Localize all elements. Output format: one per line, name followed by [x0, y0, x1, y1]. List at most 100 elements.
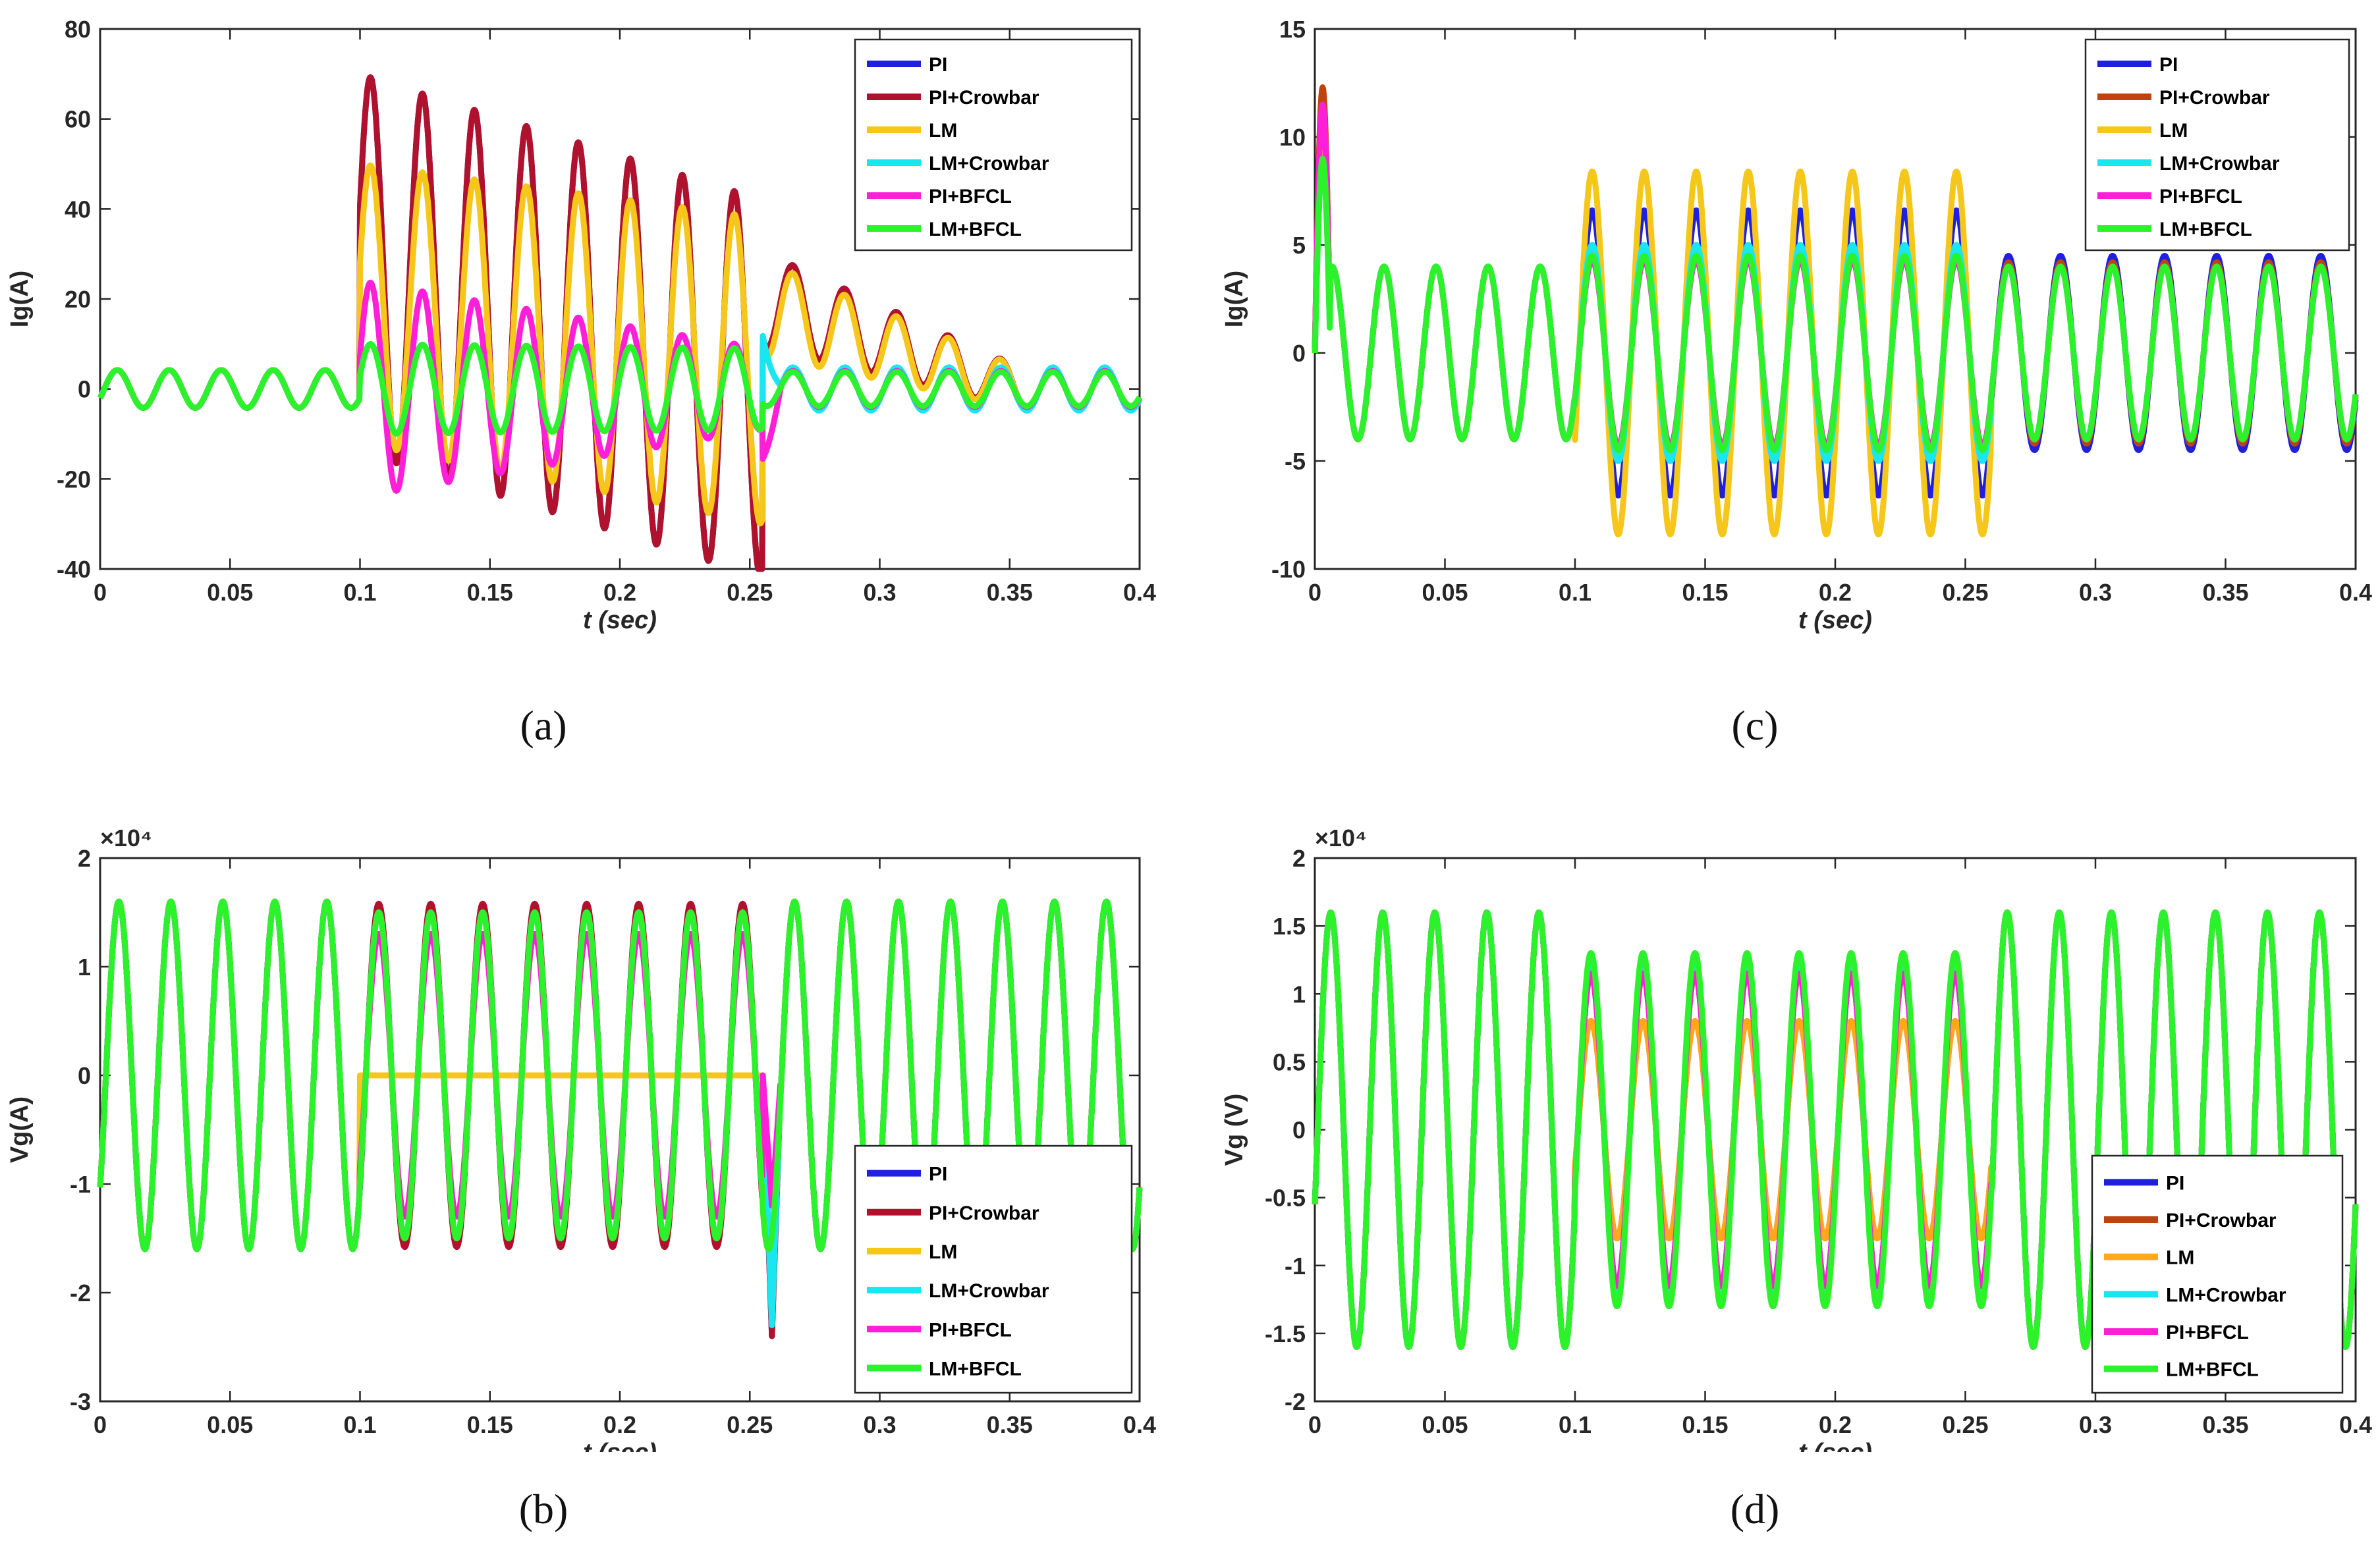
x-tick-label: 0.05: [1422, 579, 1468, 606]
x-tick-label: 0.15: [467, 579, 513, 606]
x-tick-label: 0.35: [987, 579, 1033, 606]
x-tick-label: 0.3: [863, 579, 896, 606]
legend-label: LM+BFCL: [929, 1358, 1022, 1380]
axis-exponent: ×10⁴: [100, 824, 152, 851]
y-tick-label: -1.5: [1265, 1320, 1306, 1347]
x-tick-label: 0: [94, 579, 107, 606]
legend-box: [854, 38, 1133, 252]
chart-d: 0 0.05 0.1 0.15 0.2 0.25 0.3 0.35 0.4 -2 -1.5 -1 -0.…: [1221, 824, 2372, 1452]
y-axis-label: Ig(A): [6, 271, 34, 328]
x-tick-label: 0.2: [603, 1411, 636, 1438]
x-tick-label: 0.35: [2202, 1411, 2248, 1438]
x-tick-label: 0.3: [2079, 579, 2112, 606]
x-tick-label: 0.15: [1682, 1411, 1728, 1438]
legend-label: PI: [2159, 54, 2178, 76]
legend-box: [2084, 38, 2350, 252]
x-tick-label: 0.15: [467, 1411, 513, 1438]
y-tick-label: -20: [57, 466, 91, 493]
x-tick-label: 0.05: [207, 1411, 253, 1438]
chart-a: 0 0.05 0.1 0.15 0.2 0.25 0.3 0.35 0.4 -40 -20 0 20 40…: [6, 16, 1156, 634]
x-tick-label: 0.1: [1559, 1411, 1591, 1438]
legend-label: LM+Crowbar: [929, 153, 1049, 175]
x-tick-label: 0.3: [863, 1411, 896, 1438]
legend-box: [854, 1145, 1133, 1394]
y-tick-label: 15: [1279, 16, 1306, 43]
x-tick-label: 0.2: [603, 579, 636, 606]
x-tick-label: 0.25: [727, 1411, 773, 1438]
y-tick-label: 1: [78, 954, 91, 981]
legend-label: LM+Crowbar: [2166, 1284, 2286, 1306]
y-axis-label: Ig(A): [1221, 271, 1248, 328]
chart-c: 0 0.05 0.1 0.15 0.2 0.25 0.3 0.35 0.4 -10 -5 0 5 10 15…: [1221, 16, 2372, 634]
y-tick-label: 10: [1279, 124, 1306, 151]
y-axis-label: Vg(A): [6, 1096, 34, 1163]
y-tick-label: -5: [1285, 448, 1306, 475]
chart-b: 0 0.05 0.1 0.15 0.2 0.25 0.3 0.35 0.4 -3 -2 -1 0 1 2 ×1…: [6, 824, 1156, 1452]
series-line-lm-bfcl: [1312, 155, 2359, 453]
y-tick-label: 40: [65, 196, 91, 223]
x-axis-label: t (sec): [583, 1439, 657, 1452]
y-tick-label: 0: [1292, 340, 1306, 367]
x-tick-label: 0.2: [1819, 579, 1852, 606]
panel-caption-b: (b): [518, 1486, 568, 1532]
legend-label: PI+Crowbar: [929, 1202, 1039, 1224]
y-tick-label: -1: [70, 1171, 91, 1198]
legend-box: [2091, 1154, 2344, 1394]
x-axis-label: t (sec): [1798, 607, 1872, 634]
legend-label: PI: [929, 1164, 947, 1185]
x-tick-label: 0.25: [1942, 1411, 1988, 1438]
x-tick-label: 0.4: [2339, 1411, 2372, 1438]
x-tick-label: 0.4: [2339, 579, 2372, 606]
y-tick-label: -3: [70, 1388, 91, 1415]
legend-label: LM: [2166, 1247, 2194, 1269]
x-tick-label: 0.15: [1682, 579, 1728, 606]
legend-label: LM+BFCL: [929, 219, 1022, 240]
y-tick-label: 0: [78, 1062, 91, 1089]
legend-label: PI: [929, 54, 947, 76]
legend-label: PI+Crowbar: [2166, 1210, 2277, 1231]
panel-caption-d: (d): [1730, 1486, 1780, 1532]
legend-label: PI+BFCL: [929, 186, 1012, 207]
y-tick-label: 0: [78, 376, 91, 403]
x-tick-label: 0.1: [343, 1411, 376, 1438]
x-tick-label: 0.4: [1123, 1411, 1156, 1438]
y-tick-label: 80: [65, 16, 91, 43]
legend-label: PI+Crowbar: [929, 87, 1039, 109]
y-tick-label: 1: [1292, 981, 1306, 1008]
x-tick-label: 0: [1308, 1411, 1321, 1438]
legend-label: LM+BFCL: [2166, 1359, 2259, 1381]
legend-label: LM: [929, 1241, 957, 1263]
legend-label: PI+BFCL: [2159, 186, 2242, 207]
x-tick-label: 0.1: [343, 579, 376, 606]
series-line-lm-bfcl: [97, 898, 1143, 1253]
x-tick-label: 0: [94, 1411, 107, 1438]
y-axis-label: Vg (V): [1221, 1094, 1248, 1166]
x-tick-label: 0.4: [1123, 579, 1156, 606]
legend-label: PI+BFCL: [2166, 1322, 2249, 1343]
y-tick-label: 2: [78, 845, 91, 872]
x-tick-label: 0.3: [2079, 1411, 2112, 1438]
y-tick-label: 2: [1292, 845, 1306, 872]
y-tick-label: -1: [1285, 1253, 1306, 1280]
x-tick-label: 0.25: [727, 579, 773, 606]
x-tick-label: 0.35: [987, 1411, 1033, 1438]
axis-exponent: ×10⁴: [1315, 824, 1367, 851]
legend-label: LM+Crowbar: [929, 1280, 1049, 1302]
x-axis-label: t (sec): [583, 607, 657, 634]
y-tick-label: 5: [1292, 232, 1306, 259]
x-tick-label: 0: [1308, 579, 1321, 606]
legend-label: PI: [2166, 1172, 2184, 1194]
y-tick-label: -0.5: [1265, 1185, 1306, 1212]
y-tick-label: 20: [65, 286, 91, 313]
y-tick-label: -2: [1285, 1388, 1306, 1415]
legend-label: LM: [929, 120, 957, 142]
y-tick-label: 60: [65, 106, 91, 133]
legend-label: LM+Crowbar: [2159, 153, 2280, 175]
y-tick-label: 1.5: [1273, 913, 1306, 940]
x-axis-label: t (sec): [1798, 1439, 1872, 1452]
panel-caption-a: (a): [520, 702, 567, 749]
x-tick-label: 0.1: [1559, 579, 1591, 606]
legend-label: PI+BFCL: [929, 1319, 1012, 1341]
legend-label: PI+Crowbar: [2159, 87, 2270, 109]
x-tick-label: 0.2: [1819, 1411, 1852, 1438]
